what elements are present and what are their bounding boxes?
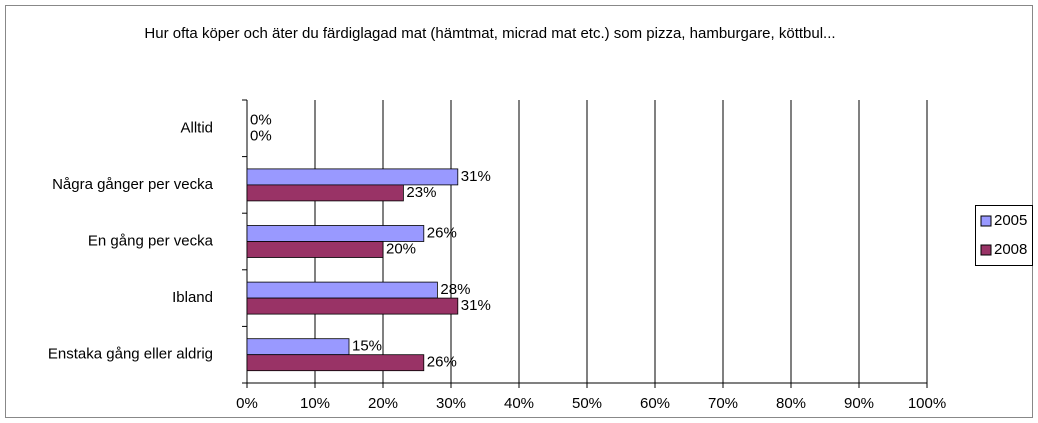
y-tick-label: Enstaka gång eller aldrig xyxy=(48,346,213,363)
legend-label: 2005 xyxy=(994,212,1027,229)
value-label: 28% xyxy=(440,281,470,298)
legend-swatch xyxy=(980,215,992,227)
x-tick-label: 60% xyxy=(640,395,670,412)
y-tick-label: Alltid xyxy=(180,119,213,136)
bar xyxy=(246,184,404,202)
bar xyxy=(246,225,425,242)
bar xyxy=(246,338,350,356)
value-label: 0% xyxy=(250,111,272,128)
x-tick-label: 0% xyxy=(236,395,258,412)
value-label: 26% xyxy=(427,354,457,371)
legend-swatch xyxy=(980,244,992,256)
value-label: 23% xyxy=(406,184,436,201)
bar xyxy=(246,281,438,299)
bar xyxy=(246,297,459,315)
bar xyxy=(246,241,384,258)
x-tick-label: 30% xyxy=(436,395,466,412)
x-tick-label: 40% xyxy=(504,395,534,412)
y-tick-label: En gång per vecka xyxy=(88,232,214,249)
y-tick-label: Ibland xyxy=(172,289,213,306)
bar xyxy=(246,354,425,372)
y-tick-label: Några gånger per vecka xyxy=(52,176,214,193)
chart-title: Hur ofta köper och äter du färdiglagad m… xyxy=(144,25,836,42)
x-tick-label: 20% xyxy=(368,395,398,412)
value-label: 26% xyxy=(427,224,457,241)
x-tick-label: 90% xyxy=(844,395,874,412)
x-tick-label: 10% xyxy=(300,395,330,412)
x-tick-label: 100% xyxy=(908,395,946,412)
value-label: 31% xyxy=(461,297,491,314)
value-label: 0% xyxy=(250,127,272,144)
value-label: 31% xyxy=(461,168,491,185)
x-tick-label: 80% xyxy=(776,395,806,412)
value-label: 20% xyxy=(386,240,416,257)
legend-label: 2008 xyxy=(994,241,1027,258)
x-tick-label: 70% xyxy=(708,395,738,412)
x-tick-label: 50% xyxy=(572,395,602,412)
value-label: 15% xyxy=(352,338,382,355)
bar xyxy=(246,168,459,186)
